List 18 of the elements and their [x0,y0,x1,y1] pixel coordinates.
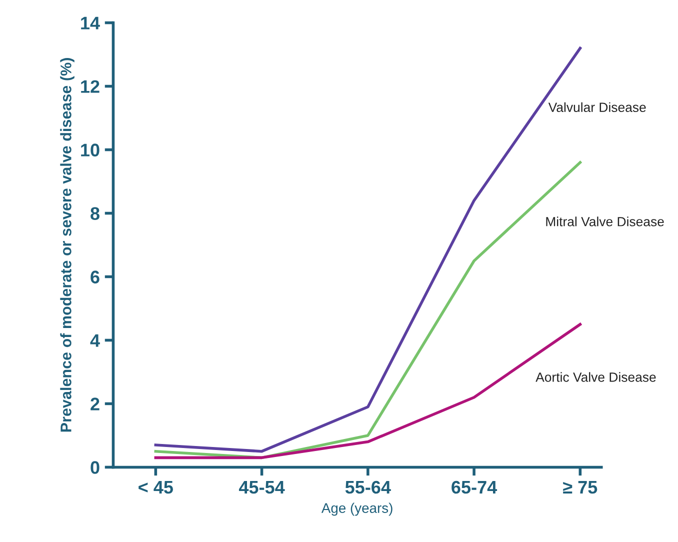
y-tick-label: 0 [90,461,100,474]
x-tick-label: ≥ 75 [563,481,598,494]
y-tick-label: 4 [90,334,100,347]
y-axis-title: Prevalence of moderate or severe valve disease (%) [60,58,74,432]
y-tick-label: 2 [90,398,100,410]
x-tick-label: < 45 [138,481,173,494]
y-tick-label: 12 [81,80,100,93]
y-tick-label: 8 [90,207,100,220]
y-tick-label: 10 [81,144,100,156]
x-tick-label: 65-74 [452,480,498,494]
x-tick-label: 45-54 [238,481,285,494]
series-label: Valvular Disease [548,102,646,112]
x-tick-label: 55-64 [345,480,391,494]
x-axis-title: Age (years) [321,502,392,516]
series-label: Aortic Valve Disease [536,372,656,382]
y-tick-label: 6 [90,270,100,284]
series-label: Mitral Valve Disease [546,216,664,226]
y-tick-label: 14 [81,16,100,30]
